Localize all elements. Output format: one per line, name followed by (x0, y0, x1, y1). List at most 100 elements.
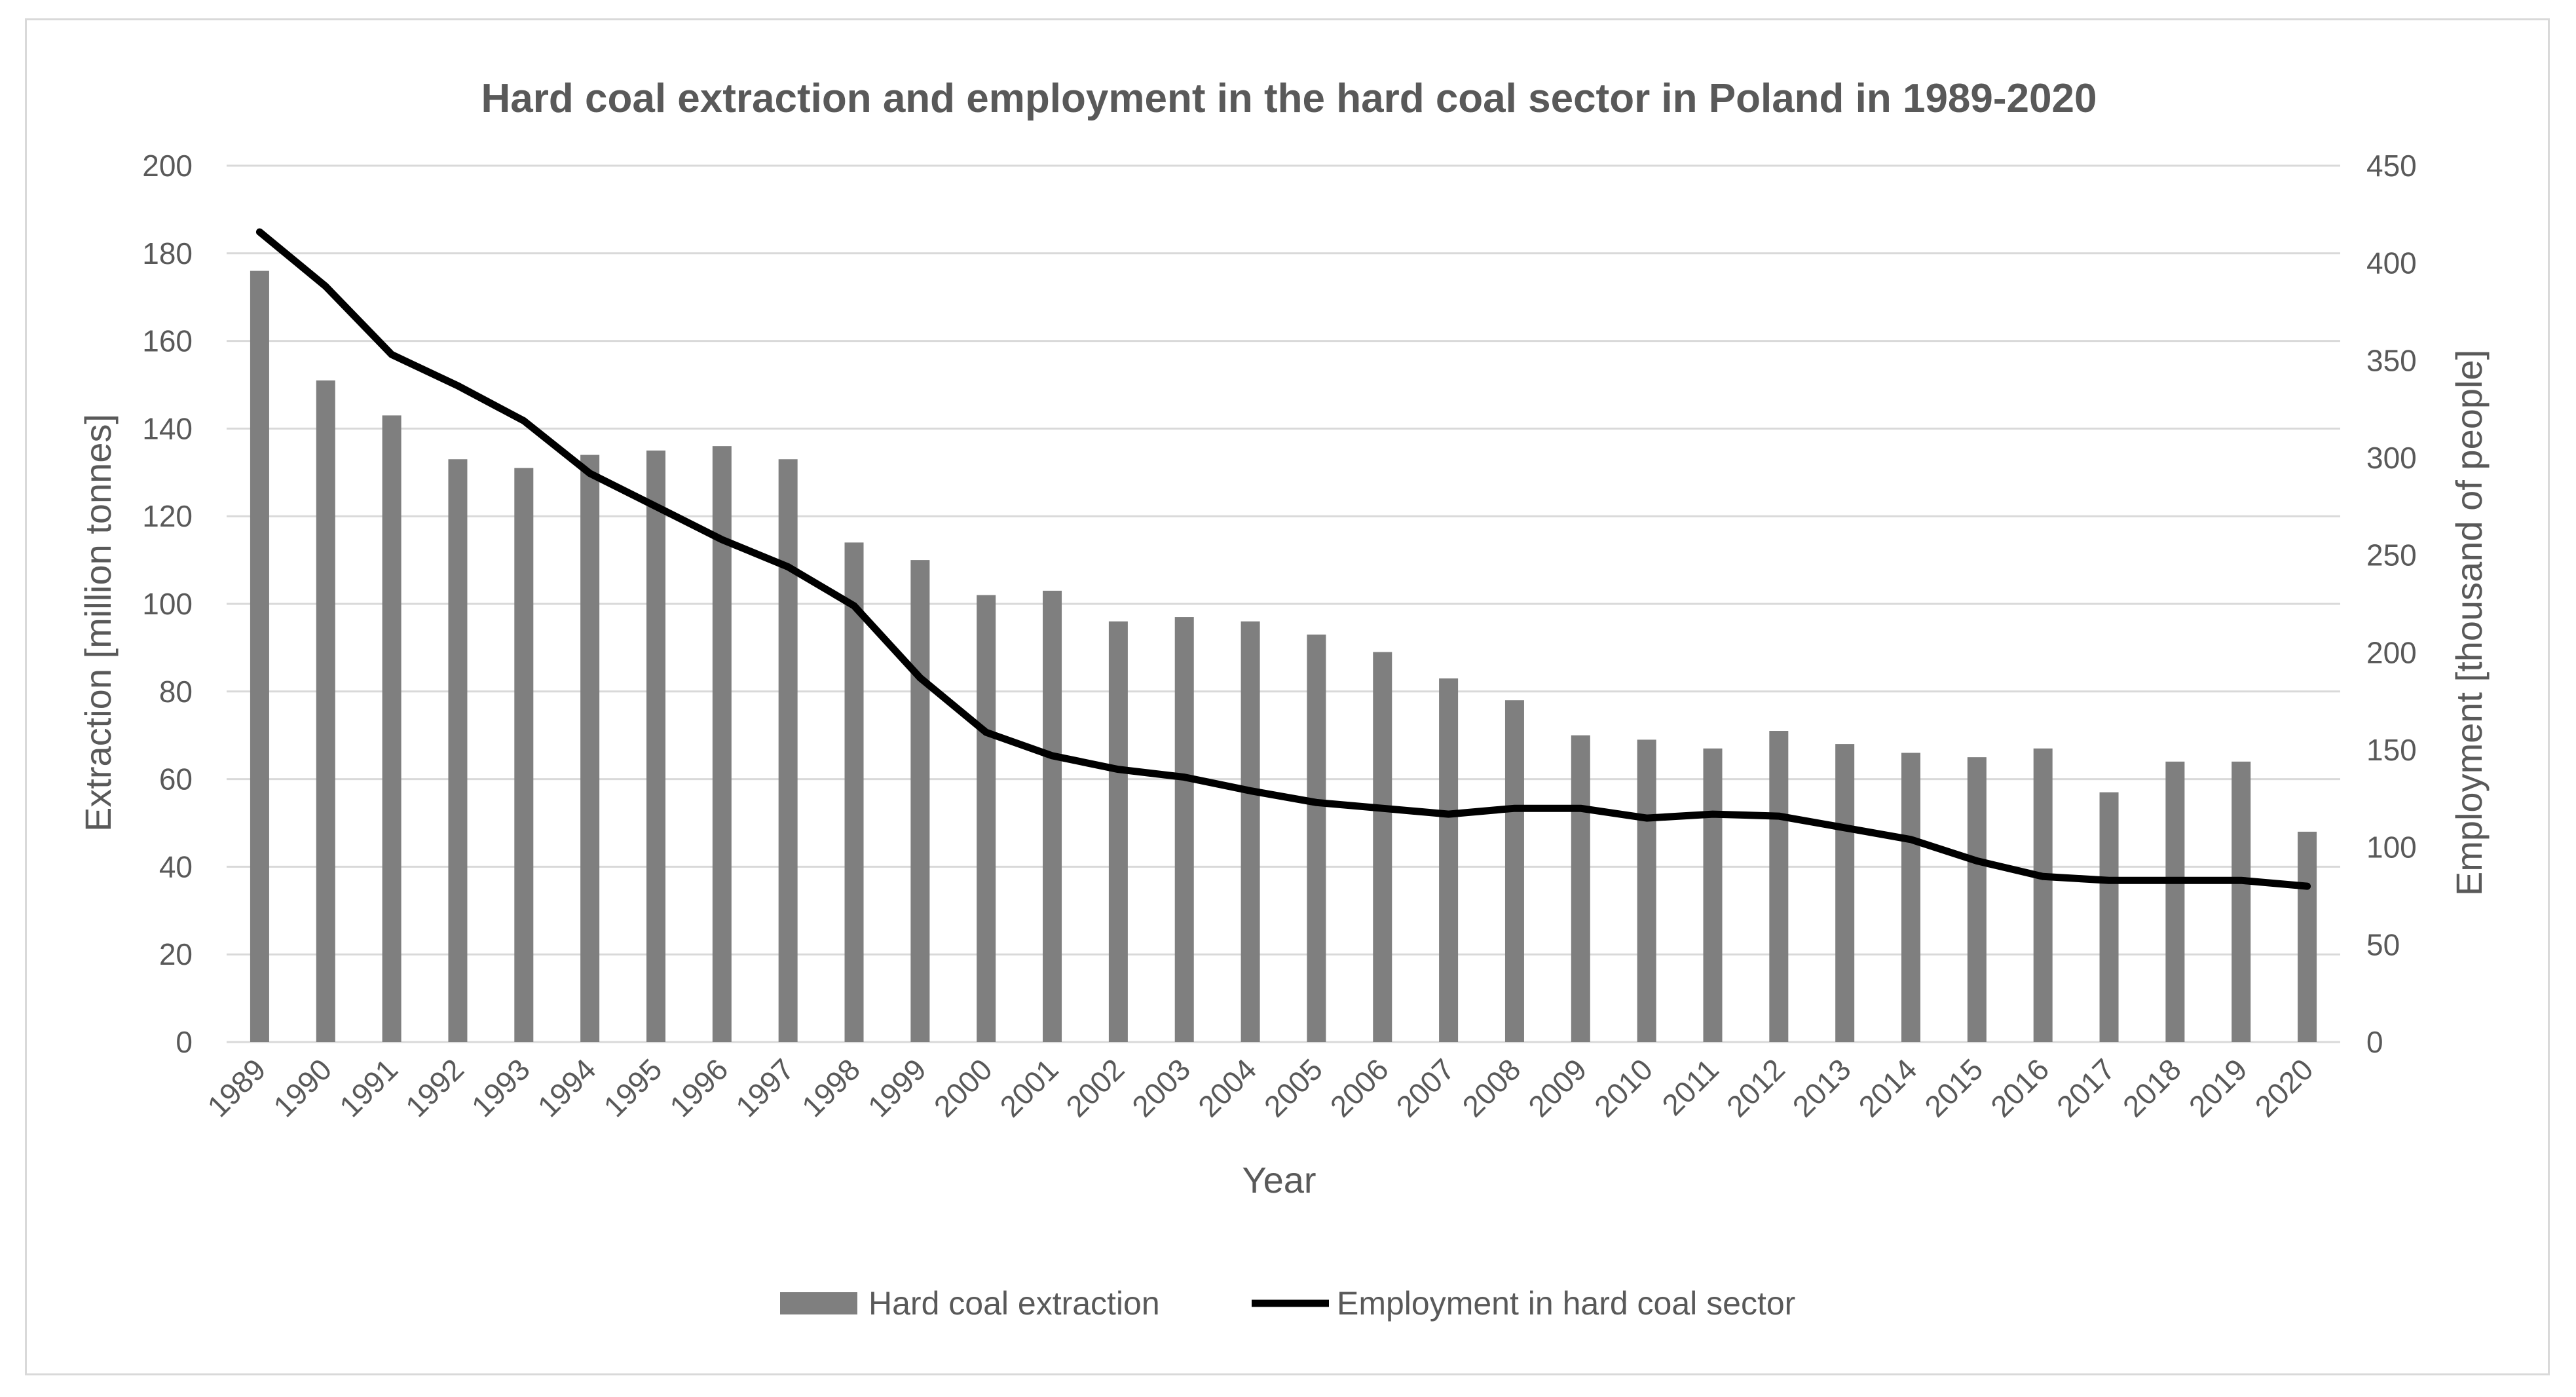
employment-line (255, 228, 2311, 890)
bar-2011 (1703, 748, 1723, 1042)
y-tick-right: 150 (2366, 733, 2417, 767)
x-axis-title: Year (1242, 1159, 1316, 1201)
x-tick-label: 2013 (1786, 1052, 1857, 1123)
x-tick-label: 2012 (1720, 1052, 1791, 1123)
x-tick-label: 2008 (1455, 1052, 1527, 1123)
bar-1997 (778, 459, 798, 1042)
bar-2013 (1835, 744, 1855, 1042)
legend-swatch-extraction (780, 1292, 857, 1314)
y-tick-right: 300 (2366, 441, 2417, 475)
x-tick-label: 2000 (927, 1052, 999, 1123)
x-tick-label: 2009 (1521, 1052, 1593, 1123)
y-tick-left: 40 (159, 849, 193, 884)
x-tick-label: 2018 (2116, 1052, 2188, 1123)
x-tick-label: 1999 (861, 1052, 933, 1123)
bar-2014 (1901, 753, 1921, 1042)
y-axis-right-title: Employment [thousand of people] (2448, 350, 2490, 896)
chart-frame: Hard coal extraction and employment in t… (25, 18, 2550, 1375)
bar-1993 (514, 468, 534, 1042)
y-tick-left: 120 (142, 499, 193, 533)
x-tick-label: 2011 (1655, 1052, 1725, 1122)
x-tick-label: 2003 (1125, 1052, 1197, 1123)
y-tick-right: 400 (2366, 246, 2417, 280)
y-tick-left: 180 (142, 236, 193, 270)
chart: Hard coal extraction and employment in t… (77, 76, 2490, 1322)
bar-2008 (1504, 700, 1524, 1042)
y-tick-right: 0 (2366, 1025, 2383, 1059)
bar-2005 (1307, 634, 1326, 1042)
x-tick-label: 1996 (663, 1052, 734, 1123)
x-tick-label: 1997 (729, 1052, 800, 1123)
bar-2010 (1637, 739, 1656, 1042)
bar-2020 (2298, 831, 2317, 1042)
x-tick-label: 2001 (993, 1052, 1064, 1123)
y-tick-right: 450 (2366, 149, 2417, 183)
y-tick-left: 100 (142, 587, 193, 621)
x-tick-label: 2006 (1324, 1052, 1395, 1123)
bar-1991 (382, 415, 401, 1042)
gridlines (227, 164, 2340, 1043)
x-tick-label: 1993 (465, 1052, 536, 1123)
bar-2015 (1967, 757, 1987, 1042)
y-tick-right: 100 (2366, 830, 2417, 865)
x-tick-label: 2019 (2182, 1052, 2254, 1123)
y-axis-left-ticks: 0 20 40 60 80 100 120 140 160 180 200 (142, 149, 193, 1059)
x-axis-ticks: 1989199019911992199319941995199619971998… (200, 1052, 2319, 1123)
x-tick-label: 2015 (1918, 1052, 1989, 1123)
x-tick-label: 1992 (399, 1052, 470, 1123)
x-tick-label: 2017 (2050, 1052, 2121, 1123)
bar-1995 (646, 450, 665, 1042)
bar-1990 (316, 380, 335, 1042)
bar-2009 (1571, 735, 1590, 1042)
bar-1994 (580, 455, 600, 1042)
bar-2004 (1241, 621, 1260, 1042)
y-tick-left: 80 (159, 675, 193, 709)
x-tick-label: 1998 (795, 1052, 867, 1123)
x-tick-label: 2014 (1852, 1052, 1923, 1123)
bars (250, 270, 2317, 1042)
x-tick-label: 2016 (1984, 1052, 2055, 1123)
bar-2007 (1439, 678, 1459, 1042)
bar-1992 (448, 459, 468, 1042)
y-tick-left: 0 (176, 1025, 193, 1059)
y-tick-right: 200 (2366, 635, 2417, 669)
x-tick-label: 2007 (1390, 1052, 1461, 1123)
y-axis-right-ticks: 0 50 100 150 200 250 300 350 400 450 (2366, 149, 2417, 1059)
bar-2001 (1043, 590, 1062, 1042)
y-tick-left: 160 (142, 324, 193, 358)
x-tick-label: 1990 (267, 1052, 338, 1123)
x-tick-label: 2020 (2249, 1052, 2320, 1123)
y-axis-left-title: Extraction [million tonnes] (77, 414, 119, 832)
x-tick-label: 1989 (200, 1052, 272, 1123)
bar-2016 (2033, 748, 2053, 1042)
bar-2012 (1769, 731, 1789, 1042)
y-tick-left: 140 (142, 411, 193, 445)
bar-2003 (1174, 617, 1194, 1042)
bar-2018 (2165, 761, 2185, 1042)
bar-2002 (1108, 621, 1128, 1042)
x-tick-label: 2010 (1588, 1052, 1659, 1123)
bar-2000 (977, 595, 996, 1042)
y-tick-right: 350 (2366, 343, 2417, 377)
y-tick-left: 20 (159, 937, 193, 971)
legend-label-extraction: Hard coal extraction (868, 1285, 1160, 1322)
chart-title: Hard coal extraction and employment in t… (481, 76, 2097, 121)
y-tick-right: 50 (2366, 927, 2400, 961)
y-tick-left: 60 (159, 762, 193, 796)
x-tick-label: 1994 (531, 1052, 603, 1123)
legend: Hard coal extraction Employment in hard … (780, 1285, 1795, 1322)
y-tick-right: 250 (2366, 538, 2417, 572)
x-tick-label: 1991 (333, 1052, 404, 1123)
bar-2006 (1373, 652, 1392, 1042)
bar-1998 (844, 542, 864, 1042)
bar-2019 (2231, 761, 2251, 1042)
bar-2017 (2099, 792, 2119, 1042)
x-tick-label: 1995 (597, 1052, 668, 1123)
x-tick-label: 2005 (1258, 1052, 1329, 1123)
x-tick-label: 2002 (1059, 1052, 1130, 1123)
y-tick-left: 200 (142, 149, 193, 183)
x-tick-label: 2004 (1191, 1052, 1263, 1123)
employment-line-layer (255, 228, 2311, 890)
bar-1999 (910, 560, 930, 1042)
legend-label-employment: Employment in hard coal sector (1337, 1285, 1795, 1322)
